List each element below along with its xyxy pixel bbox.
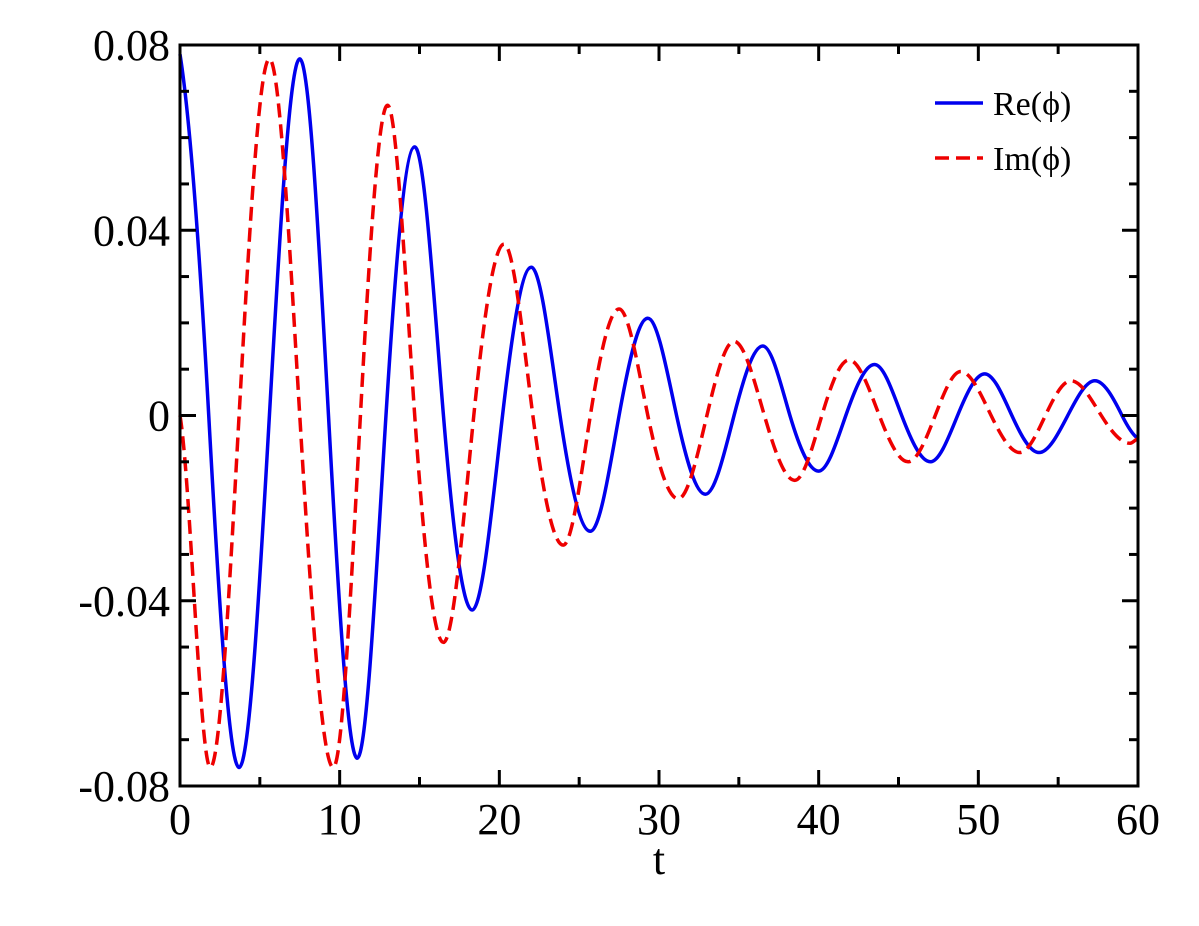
x-tick-label: 30 <box>637 795 681 844</box>
plot-frame <box>178 43 1140 788</box>
series-re-phi-line <box>178 53 1140 770</box>
labels-layer: 0 10 20 30 40 50 60 -0.08 -0.04 0 0.04 0.08 <box>78 21 1160 844</box>
series-im-phi-line <box>178 57 1139 770</box>
y-tick-label: 0.04 <box>93 206 170 255</box>
x-tick-label: 60 <box>1116 795 1160 844</box>
y-tick-label: 0.08 <box>93 21 170 70</box>
legend-label-re: Re(ϕ) <box>993 86 1071 123</box>
y-tick-label: -0.04 <box>78 577 170 626</box>
x-tick-label: 50 <box>956 795 1000 844</box>
x-tick-label: 0 <box>169 795 191 844</box>
y-tick-label: -0.08 <box>78 762 170 811</box>
y-tick-label: 0 <box>148 392 170 441</box>
series-layer <box>178 53 1140 770</box>
x-tick-label: 40 <box>797 795 841 844</box>
x-axis-label: t <box>653 835 665 884</box>
x-tick-label: 10 <box>318 795 362 844</box>
x-tick-label: 20 <box>477 795 521 844</box>
legend: Re(ϕ) Im(ϕ) <box>935 86 1071 178</box>
legend-label-im: Im(ϕ) <box>993 141 1071 178</box>
